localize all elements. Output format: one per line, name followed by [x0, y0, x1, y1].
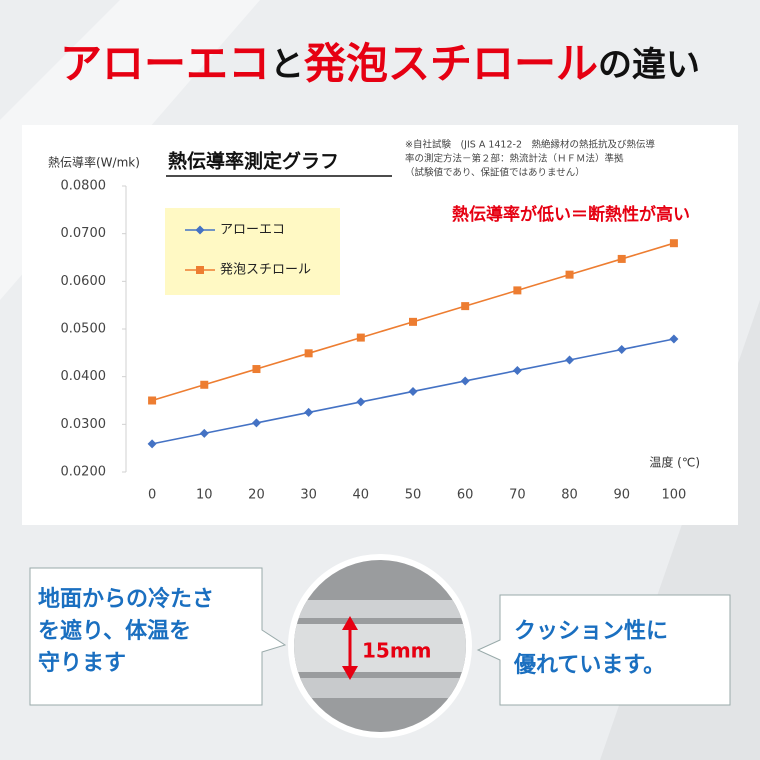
title-part: アローエコ	[60, 39, 270, 88]
photo-layer	[294, 678, 466, 698]
marker	[200, 380, 209, 389]
arrow-head	[342, 616, 358, 630]
marker	[199, 428, 209, 438]
marker	[147, 439, 157, 449]
marker	[148, 396, 157, 405]
callout-text: を遮り、体温を	[38, 618, 191, 644]
x-tick-label: 0	[148, 488, 156, 503]
x-tick-label: 10	[196, 488, 213, 503]
marker	[356, 333, 365, 342]
x-tick-label: 20	[248, 488, 265, 503]
marker	[460, 376, 470, 386]
x-tick-label: 90	[613, 488, 630, 503]
callout-left	[29, 567, 287, 706]
callout-text: クッション性に	[514, 619, 668, 644]
marker	[513, 286, 522, 295]
note: 率の測定方法－第２部：熱流計法（ＨＦＭ法）準拠	[405, 153, 624, 165]
callout-right	[476, 594, 731, 706]
marker	[669, 334, 679, 344]
marker	[304, 349, 313, 358]
marker	[251, 418, 261, 428]
callout-text: 地面からの冷たさ	[38, 586, 214, 612]
chart-panel	[22, 125, 738, 525]
x-tick-label: 40	[353, 488, 370, 503]
photo-label: 15mm	[362, 639, 432, 663]
arrow-head	[342, 666, 358, 680]
page-title: アローエコと発泡スチロールの違い	[60, 39, 700, 88]
y-tick-label: 0.0400	[61, 369, 107, 384]
note: ※自社試験 (JIS A 1412-2 熱絶縁材の熱抵抗及び熱伝導	[405, 139, 655, 151]
y-tick-label: 0.0800	[61, 179, 107, 194]
marker	[512, 365, 522, 375]
x-tick-label: 60	[457, 488, 474, 503]
marker	[461, 302, 470, 311]
marker	[409, 317, 417, 326]
y-tick-label: 0.0600	[61, 274, 107, 289]
photo	[294, 560, 466, 732]
marker	[617, 344, 627, 354]
marker	[195, 225, 205, 235]
y-axis-label: 熱伝導率(W/mk)	[48, 155, 140, 170]
marker	[252, 365, 261, 374]
plot: 0.0800 0.0700 0.0600 0.0500 0.0400 0.0300 0.02…	[61, 179, 687, 503]
marker	[565, 270, 574, 279]
marker	[669, 239, 678, 248]
x-axis-label: 温度 (℃)	[649, 455, 700, 470]
marker	[565, 355, 575, 365]
x-tick-label: 50	[405, 488, 422, 503]
marker	[408, 386, 418, 396]
photo-layer	[294, 600, 466, 618]
callout-text: 優れています。	[513, 653, 665, 678]
x-tick-label: 80	[561, 488, 578, 503]
y-tick-label: 0.0200	[61, 465, 107, 480]
title-part: の違い	[598, 45, 700, 85]
marker	[356, 397, 366, 407]
x-tick-label: 30	[300, 488, 317, 503]
callout-text: 守ります	[38, 650, 126, 676]
x-tick-label: 100	[661, 488, 686, 503]
y-tick-label: 0.0700	[61, 226, 107, 241]
note: （試験値であり、保証値ではありません）	[405, 167, 585, 179]
x-tick-label: 70	[509, 488, 526, 503]
y-tick-label: 0.0500	[61, 322, 107, 337]
legend-label: 発泡スチロール	[220, 263, 311, 278]
marker	[196, 266, 204, 274]
legend	[165, 208, 340, 295]
title-part: と	[270, 45, 304, 85]
photo-layer	[294, 624, 466, 672]
legend-label: アローエコ	[220, 223, 285, 238]
chart-title: 熱伝導率測定グラフ	[168, 150, 339, 173]
marker	[304, 407, 314, 417]
annotation: 熱伝導率が低い＝断熱性が高い	[452, 204, 690, 225]
marker	[617, 254, 626, 263]
title-part: 発泡スチロール	[304, 39, 598, 88]
y-tick-label: 0.0300	[61, 417, 107, 432]
